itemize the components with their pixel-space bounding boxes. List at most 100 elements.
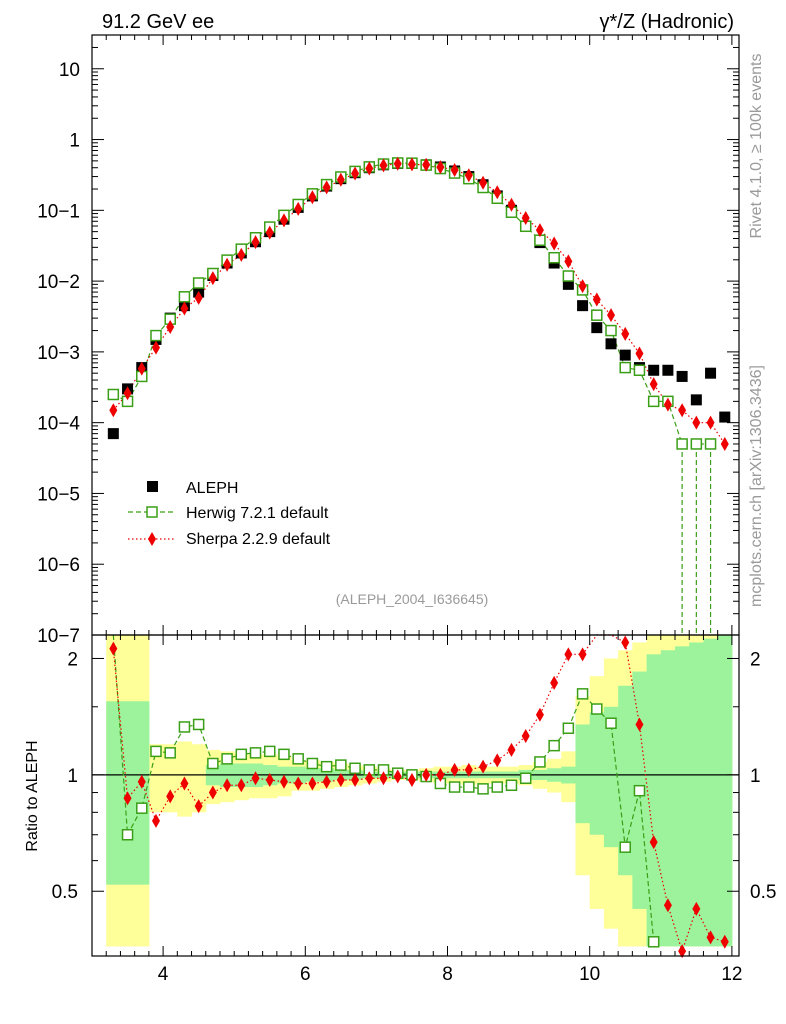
y-tick-label: 10−7 xyxy=(37,626,80,647)
main-point-sherpa-2-2-9-default xyxy=(550,236,559,251)
ratio-stat-band xyxy=(689,642,704,947)
main-point-aleph xyxy=(591,322,603,334)
main-point-herwig-7-2-1-default xyxy=(605,324,617,337)
ratio-point-sherpa-2-2-9-default xyxy=(422,767,431,782)
main-point-herwig-7-2-1-default xyxy=(619,361,631,374)
ratio-point-herwig-7-2-1-default xyxy=(491,781,504,793)
main-point-herwig-7-2-1-default xyxy=(192,277,205,289)
ratio-point-sherpa-2-2-9-default xyxy=(578,647,587,662)
legend: ALEPH Herwig 7.2.1 default Sherpa 2.2.9 … xyxy=(128,480,331,548)
ratio-point-sherpa-2-2-9-default xyxy=(237,778,246,793)
main-point-sherpa-2-2-9-default xyxy=(507,197,516,212)
ratio-point-herwig-7-2-1-default xyxy=(534,756,546,768)
main-point-sherpa-2-2-9-default xyxy=(322,180,331,195)
ratio-stat-band xyxy=(603,706,619,848)
y-tick-label: 10−4 xyxy=(37,414,80,435)
ratio-stat-band xyxy=(660,650,676,947)
main-point-sherpa-2-2-9-default xyxy=(109,403,118,418)
ratio-point-sherpa-2-2-9-default xyxy=(308,776,317,791)
main-point-sherpa-2-2-9-default xyxy=(251,235,260,250)
ratio-y-tick-label: 2 xyxy=(67,649,78,670)
ratio-point-sherpa-2-2-9-default xyxy=(265,772,274,787)
ratio-point-sherpa-2-2-9-default xyxy=(678,944,687,959)
ratio-point-sherpa-2-2-9-default xyxy=(294,776,303,791)
ratio-point-herwig-7-2-1-default xyxy=(463,781,475,793)
ratio-point-sherpa-2-2-9-default xyxy=(180,776,189,791)
ratio-y-tick-label-right: 2 xyxy=(750,649,761,670)
ratio-point-herwig-7-2-1-default xyxy=(150,745,162,758)
ratio-point-sherpa-2-2-9-default xyxy=(493,753,502,768)
ratio-point-herwig-7-2-1-default xyxy=(619,841,631,853)
ratio-point-sherpa-2-2-9-default xyxy=(564,647,573,662)
legend-label-aleph: ALEPH xyxy=(186,480,238,497)
main-point-aleph xyxy=(577,300,589,312)
x-tick-label: 10 xyxy=(579,964,600,985)
ratio-point-sherpa-2-2-9-default xyxy=(621,635,630,650)
ratio-stat-band xyxy=(134,701,150,885)
main-point-sherpa-2-2-9-default xyxy=(223,257,232,272)
ratio-point-sherpa-2-2-9-default xyxy=(450,762,459,777)
main-point-herwig-7-2-1-default xyxy=(150,329,162,342)
main-point-sherpa-2-2-9-default xyxy=(706,415,715,430)
main-point-sherpa-2-2-9-default xyxy=(237,247,246,262)
x-tick-label: 4 xyxy=(158,964,169,985)
ratio-point-sherpa-2-2-9-default xyxy=(379,771,388,786)
main-point-sherpa-2-2-9-default xyxy=(464,168,473,183)
ratio-point-herwig-7-2-1-default xyxy=(591,703,603,715)
axes-frames xyxy=(91,34,740,957)
ratio-point-herwig-7-2-1-default xyxy=(562,722,575,734)
main-point-sherpa-2-2-9-default xyxy=(535,223,544,238)
ratio-stat-band xyxy=(106,701,121,885)
ratio-point-herwig-7-2-1-default xyxy=(349,762,361,775)
main-point-sherpa-2-2-9-default xyxy=(294,201,303,216)
ratio-stat-band xyxy=(618,685,633,876)
ratio-y-tick-label-right: 0.5 xyxy=(750,882,776,903)
ratio-point-sherpa-2-2-9-default xyxy=(507,742,516,757)
main-point-sherpa-2-2-9-default xyxy=(479,175,488,190)
main-point-sherpa-2-2-9-default xyxy=(265,225,274,240)
ratio-point-herwig-7-2-1-default xyxy=(320,760,333,773)
main-point-sherpa-2-2-9-default xyxy=(564,254,573,269)
main-point-aleph xyxy=(107,428,119,440)
main-point-herwig-7-2-1-default xyxy=(647,395,660,408)
main-point-sherpa-2-2-9-default xyxy=(692,415,701,430)
main-point-sherpa-2-2-9-default xyxy=(365,161,374,176)
header-left-label: 91.2 GeV ee xyxy=(102,11,214,33)
main-point-sherpa-2-2-9-default xyxy=(351,166,360,181)
ratio-point-herwig-7-2-1-default xyxy=(263,745,276,758)
main-point-sherpa-2-2-9-default xyxy=(194,290,203,305)
ratio-stat-band xyxy=(703,638,719,947)
main-point-aleph xyxy=(705,367,717,379)
ratio-point-sherpa-2-2-9-default xyxy=(706,930,715,945)
main-point-sherpa-2-2-9-default xyxy=(407,157,416,172)
main-point-sherpa-2-2-9-default xyxy=(621,326,630,341)
ratio-point-herwig-7-2-1-default xyxy=(448,781,461,793)
main-point-sherpa-2-2-9-default xyxy=(635,346,644,361)
main-point-sherpa-2-2-9-default xyxy=(607,308,616,323)
main-point-sherpa-2-2-9-default xyxy=(678,403,687,418)
main-point-sherpa-2-2-9-default xyxy=(308,190,317,205)
ratio-point-herwig-7-2-1-default xyxy=(235,748,248,761)
ratio-stat-band xyxy=(589,712,605,835)
ratio-point-herwig-7-2-1-default xyxy=(249,747,262,759)
main-point-sherpa-2-2-9-default xyxy=(166,319,175,334)
ratio-point-herwig-7-2-1-default xyxy=(121,828,134,841)
main-point-herwig-7-2-1-default xyxy=(548,251,560,264)
ratio-point-herwig-7-2-1-default xyxy=(221,753,233,765)
ratio-point-sherpa-2-2-9-default xyxy=(109,641,118,656)
legend-label-herwig: Herwig 7.2.1 default xyxy=(186,505,329,522)
main-point-sherpa-2-2-9-default xyxy=(151,340,160,355)
ratio-point-sherpa-2-2-9-default xyxy=(251,771,260,786)
ratio-point-sherpa-2-2-9-default xyxy=(322,774,331,789)
ratio-syst-band xyxy=(148,744,164,813)
ratio-point-sherpa-2-2-9-default xyxy=(479,759,488,774)
main-point-aleph xyxy=(562,278,574,290)
main-point-aleph xyxy=(690,394,702,406)
main-point-sherpa-2-2-9-default xyxy=(123,386,132,401)
ratio-point-herwig-7-2-1-default xyxy=(548,739,560,752)
legend-label-sherpa: Sherpa 2.2.9 default xyxy=(186,531,331,548)
ratio-point-herwig-7-2-1-default xyxy=(306,757,319,770)
ratio-point-sherpa-2-2-9-default xyxy=(635,717,644,732)
